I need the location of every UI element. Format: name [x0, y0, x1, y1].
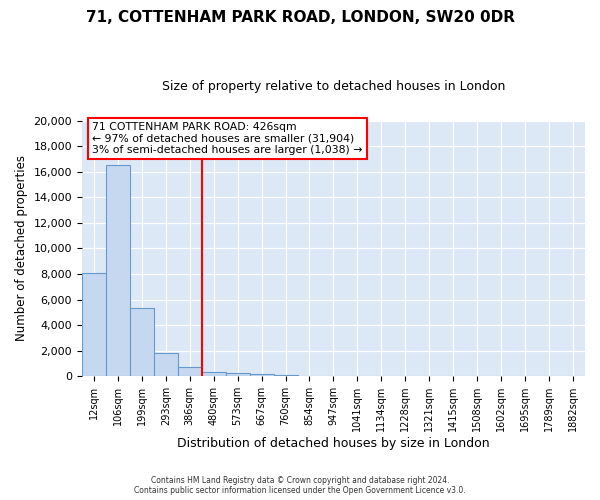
Bar: [130, 308, 154, 376]
Bar: [82, 272, 106, 376]
Title: Size of property relative to detached houses in London: Size of property relative to detached ho…: [162, 80, 505, 93]
Bar: [154, 352, 178, 376]
Bar: [202, 372, 226, 376]
Y-axis label: Number of detached properties: Number of detached properties: [15, 156, 28, 342]
Text: 71 COTTENHAM PARK ROAD: 426sqm
← 97% of detached houses are smaller (31,904)
3% : 71 COTTENHAM PARK ROAD: 426sqm ← 97% of …: [92, 122, 362, 155]
Bar: [226, 374, 250, 376]
Bar: [274, 375, 298, 376]
Bar: [178, 368, 202, 376]
X-axis label: Distribution of detached houses by size in London: Distribution of detached houses by size …: [177, 437, 490, 450]
Text: 71, COTTENHAM PARK ROAD, LONDON, SW20 0DR: 71, COTTENHAM PARK ROAD, LONDON, SW20 0D…: [86, 10, 515, 25]
Bar: [250, 374, 274, 376]
Text: Contains HM Land Registry data © Crown copyright and database right 2024.
Contai: Contains HM Land Registry data © Crown c…: [134, 476, 466, 495]
Bar: [106, 166, 130, 376]
